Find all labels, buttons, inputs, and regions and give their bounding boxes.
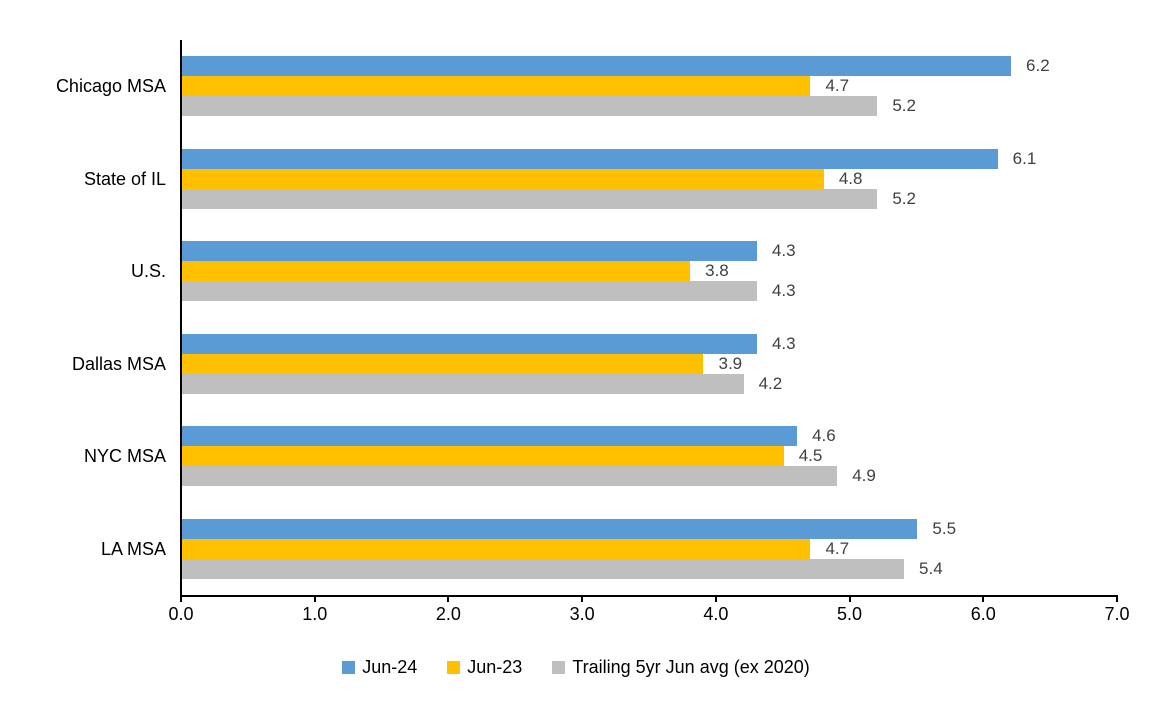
x-tick (447, 595, 450, 602)
x-tick-label: 7.0 (1104, 604, 1130, 624)
value-label: 4.2 (758, 373, 783, 393)
bar (182, 188, 878, 209)
legend: Jun-24 Jun-23 Trailing 5yr Jun avg (ex 202… (0, 653, 1152, 681)
x-tick (581, 595, 584, 602)
value-label: 4.3 (771, 241, 796, 261)
value-label: 6.1 (1012, 148, 1037, 168)
value-label: 5.2 (892, 96, 916, 116)
legend-item: Jun-23 (447, 657, 522, 678)
x-tick (180, 595, 182, 602)
x-tick (1116, 595, 1118, 602)
value-label: 6.2 (1026, 56, 1050, 76)
legend-swatch-icon (342, 660, 356, 674)
x-tick-label: 6.0 (970, 604, 996, 624)
bar (182, 426, 798, 447)
bar (182, 446, 784, 467)
x-tick (848, 595, 851, 602)
value-label: 4.5 (798, 446, 823, 466)
x-tick (982, 595, 985, 602)
bar (182, 96, 878, 117)
bar (182, 518, 918, 539)
bar (182, 56, 1012, 77)
bar (182, 538, 811, 559)
bar (182, 373, 744, 394)
bar (182, 241, 757, 262)
category-label: Dallas MSA (71, 353, 166, 374)
legend-item: Jun-24 (342, 657, 417, 678)
bar (182, 168, 824, 189)
value-label: 3.9 (718, 353, 743, 373)
y-axis-line (180, 40, 182, 597)
value-label: 5.4 (919, 558, 943, 578)
value-label: 4.3 (771, 281, 796, 301)
bar (182, 466, 838, 487)
bar (182, 281, 757, 302)
bar (182, 148, 998, 169)
legend-label: Trailing 5yr Jun avg (ex 2020) (572, 656, 810, 677)
bar (182, 333, 757, 354)
value-label: 4.9 (852, 466, 876, 486)
x-tick-label: 4.0 (703, 604, 729, 624)
legend-swatch-icon (552, 660, 566, 674)
category-label: NYC MSA (83, 446, 166, 467)
value-label: 4.3 (771, 333, 796, 353)
legend-item: Trailing 5yr Jun avg (ex 2020) (552, 656, 810, 678)
bar (182, 76, 811, 97)
value-label: 4.6 (812, 426, 836, 446)
x-axis-line (180, 595, 1118, 597)
legend-label: Jun-24 (362, 656, 418, 677)
legend-swatch-icon (447, 660, 461, 674)
value-label: 4.7 (825, 538, 850, 558)
value-label: 5.5 (932, 518, 957, 538)
x-tick-label: 3.0 (569, 604, 595, 624)
category-label: Chicago MSA (55, 76, 166, 97)
value-label: 4.8 (838, 168, 863, 188)
legend-label: Jun-23 (467, 656, 523, 677)
value-label: 5.2 (892, 188, 916, 208)
value-label: 3.8 (705, 261, 729, 281)
category-label: U.S. (130, 261, 166, 282)
x-tick (313, 595, 316, 602)
x-tick-label: 1.0 (302, 604, 328, 624)
category-label: State of IL (83, 168, 166, 189)
bar (182, 261, 691, 282)
category-label: LA MSA (100, 538, 166, 559)
value-label: 4.7 (825, 76, 850, 96)
bar (182, 558, 905, 579)
x-tick-label: 0.0 (168, 604, 194, 624)
x-tick (714, 595, 717, 602)
bar (182, 353, 704, 374)
x-tick-label: 2.0 (435, 604, 461, 624)
x-tick-label: 5.0 (837, 604, 863, 624)
